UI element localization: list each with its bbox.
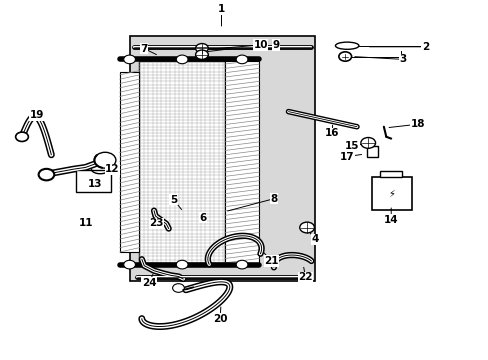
Bar (139, 61, 224, 263)
Text: ⚡: ⚡ (387, 188, 394, 198)
Text: 21: 21 (264, 256, 278, 266)
Circle shape (360, 138, 375, 148)
Ellipse shape (335, 42, 358, 49)
Circle shape (172, 284, 184, 292)
Text: 13: 13 (88, 179, 102, 189)
Text: 3: 3 (399, 54, 406, 64)
Circle shape (236, 55, 247, 64)
Text: 6: 6 (199, 213, 206, 223)
Text: 2: 2 (421, 42, 428, 52)
Text: 22: 22 (298, 272, 312, 282)
Text: 16: 16 (325, 128, 339, 138)
Text: 4: 4 (311, 234, 319, 244)
Circle shape (16, 132, 28, 141)
Circle shape (338, 52, 351, 61)
Text: 18: 18 (410, 119, 425, 129)
Circle shape (176, 55, 187, 64)
Bar (366, 146, 377, 157)
Text: 19: 19 (29, 110, 44, 120)
Text: 10: 10 (253, 40, 267, 50)
Text: 17: 17 (339, 152, 354, 162)
Bar (371, 177, 411, 210)
Text: 20: 20 (212, 314, 227, 324)
Bar (224, 61, 259, 263)
Text: 1: 1 (218, 4, 224, 14)
Text: 24: 24 (142, 278, 156, 288)
Bar (120, 72, 139, 252)
Text: 7: 7 (140, 44, 148, 54)
Circle shape (236, 260, 247, 269)
Text: 14: 14 (383, 215, 398, 225)
Bar (380, 171, 401, 177)
Circle shape (176, 260, 187, 269)
Text: 11: 11 (78, 218, 93, 228)
Text: 23: 23 (149, 218, 163, 228)
Circle shape (123, 260, 135, 269)
Text: 8: 8 (270, 194, 277, 204)
Text: 5: 5 (170, 195, 177, 205)
Circle shape (94, 152, 116, 168)
Circle shape (195, 50, 208, 59)
Text: 15: 15 (344, 141, 359, 151)
Text: 12: 12 (105, 164, 120, 174)
Bar (76, 170, 111, 192)
Circle shape (39, 169, 54, 180)
Bar (129, 36, 315, 281)
Circle shape (299, 222, 314, 233)
Text: 9: 9 (272, 40, 279, 50)
Circle shape (123, 55, 135, 64)
Circle shape (195, 44, 208, 53)
